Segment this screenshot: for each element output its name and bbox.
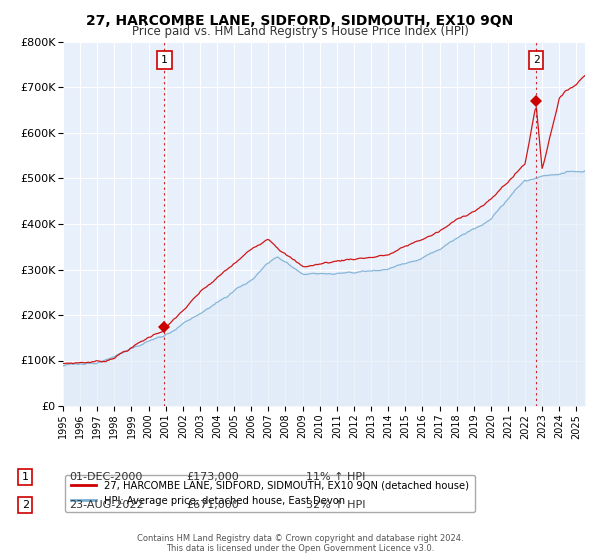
Text: 11% ↑ HPI: 11% ↑ HPI — [306, 472, 365, 482]
Legend: 27, HARCOMBE LANE, SIDFORD, SIDMOUTH, EX10 9QN (detached house), HPI: Average pr: 27, HARCOMBE LANE, SIDFORD, SIDMOUTH, EX… — [65, 475, 475, 512]
Text: 32% ↑ HPI: 32% ↑ HPI — [306, 500, 365, 510]
Text: 2: 2 — [533, 55, 539, 65]
Text: £671,000: £671,000 — [186, 500, 239, 510]
Text: Contains HM Land Registry data © Crown copyright and database right 2024.
This d: Contains HM Land Registry data © Crown c… — [137, 534, 463, 553]
Text: Price paid vs. HM Land Registry's House Price Index (HPI): Price paid vs. HM Land Registry's House … — [131, 25, 469, 38]
Text: £173,000: £173,000 — [186, 472, 239, 482]
Text: 01-DEC-2000: 01-DEC-2000 — [69, 472, 142, 482]
Text: 23-AUG-2022: 23-AUG-2022 — [69, 500, 143, 510]
Text: 2: 2 — [22, 500, 29, 510]
Text: 27, HARCOMBE LANE, SIDFORD, SIDMOUTH, EX10 9QN: 27, HARCOMBE LANE, SIDFORD, SIDMOUTH, EX… — [86, 14, 514, 28]
Text: 1: 1 — [22, 472, 29, 482]
Text: 1: 1 — [161, 55, 167, 65]
